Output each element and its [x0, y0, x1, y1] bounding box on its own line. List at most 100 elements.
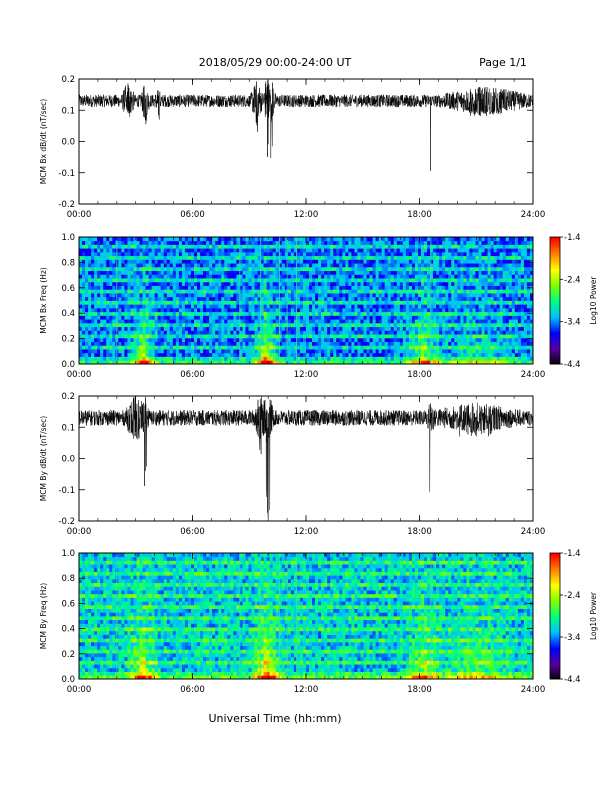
spectrogram-cell	[215, 330, 219, 335]
spectrogram-cell	[436, 304, 440, 309]
spectrogram-cell	[215, 349, 219, 354]
spectrogram-cell	[375, 244, 380, 249]
spectrogram-cell	[339, 278, 343, 283]
spectrogram-cell	[460, 263, 464, 268]
spectrogram-cell	[212, 360, 216, 365]
spectrogram-cell	[424, 293, 428, 298]
spectrogram-cell	[345, 237, 349, 242]
spectrogram-cell	[133, 334, 137, 339]
spectrogram-cell	[448, 270, 452, 275]
spectrogram-cell	[212, 240, 216, 245]
spectrogram-cell	[227, 300, 231, 305]
spectrogram-cell	[387, 307, 392, 313]
spectrogram-cell	[360, 352, 364, 357]
spectrogram-cell	[375, 349, 380, 354]
spectrogram-cell	[206, 311, 210, 316]
spectrogram-cell	[178, 240, 183, 245]
spectrogram-cell	[357, 300, 361, 305]
spectrogram-cell	[172, 289, 177, 294]
spectrogram-cell	[139, 319, 143, 324]
spectrogram-cell	[151, 311, 156, 316]
spectrogram-cell	[357, 289, 361, 294]
spectrogram-cell	[139, 330, 143, 335]
spectrogram-cell	[348, 307, 352, 313]
spectrogram-cell	[272, 263, 277, 268]
spectrogram-cell	[121, 259, 125, 264]
spectrogram-cell	[478, 319, 482, 324]
spectrogram-cell	[499, 296, 504, 301]
spectrogram-cell	[187, 337, 192, 342]
spectrogram-cell	[118, 240, 122, 245]
spectrogram-cell	[133, 307, 137, 313]
spectrogram-cell	[194, 330, 198, 335]
spectrogram-cell	[139, 334, 143, 339]
spectrogram-cell	[187, 352, 192, 357]
spectrogram-cell	[348, 345, 352, 350]
spectrogram-cell	[336, 259, 340, 264]
spectrogram-cell	[169, 330, 174, 335]
spectrogram-cell	[363, 296, 367, 301]
spectrogram-cell	[324, 360, 328, 365]
spectrogram-cell	[481, 315, 485, 320]
spectrogram-cell	[390, 341, 395, 346]
spectrogram-cell	[396, 259, 401, 264]
spectrogram-cell	[351, 251, 355, 257]
spectrogram-cell	[269, 330, 274, 335]
spectrogram-cell	[421, 360, 425, 365]
spectrogram-cell	[299, 281, 304, 286]
spectrogram-cell	[299, 360, 304, 365]
spectrogram-cell	[481, 311, 485, 316]
spectrogram-cell	[245, 345, 249, 350]
spectrogram-cell	[124, 330, 128, 335]
spectrogram-cell	[293, 270, 298, 275]
spectrogram-cell	[475, 296, 479, 301]
spectrogram-cell	[266, 293, 271, 298]
spectrogram-cell	[499, 244, 504, 249]
spectrogram-cell	[203, 330, 207, 335]
spectrogram-cell	[257, 285, 261, 290]
spectrogram-cell	[151, 237, 156, 242]
spectrogram-cell	[466, 270, 470, 275]
spectrogram-cell	[405, 304, 410, 309]
spectrogram-cell	[248, 330, 252, 335]
spectrogram-cell	[145, 289, 150, 294]
spectrogram-cell	[254, 345, 258, 350]
spectrogram-cell	[221, 356, 225, 361]
spectrogram-cell	[133, 255, 137, 260]
spectrogram-cell	[160, 285, 165, 290]
spectrogram-cell	[505, 281, 510, 286]
spectrogram-cell	[402, 237, 407, 242]
spectrogram-cell	[414, 326, 419, 331]
spectrogram-cell	[309, 315, 313, 320]
spectrogram-cell	[245, 300, 249, 305]
spectrogram-cell	[139, 259, 143, 264]
spectrogram-cell	[318, 289, 322, 294]
spectrogram-cell	[433, 266, 437, 272]
spectrogram-cell	[175, 259, 180, 264]
spectrogram-cell	[194, 345, 198, 350]
spectrogram-cell	[408, 300, 413, 305]
spectrogram-cell	[430, 255, 434, 260]
spectrogram-cell	[484, 293, 488, 298]
spectrogram-cell	[487, 270, 492, 275]
spectrogram-cell	[366, 345, 370, 350]
spectrogram-cell	[197, 300, 201, 305]
spectrogram-cell	[127, 259, 131, 264]
spectrogram-cell	[209, 319, 213, 324]
spectrogram-cell	[184, 289, 189, 294]
spectrogram-cell	[278, 296, 283, 301]
spectrogram-cell	[348, 334, 352, 339]
spectrogram-cell	[124, 293, 128, 298]
spectrogram-cell	[481, 337, 485, 342]
spectrogram-cell	[218, 322, 222, 328]
spectrogram-cell	[505, 266, 510, 272]
spectrogram-cell	[351, 274, 355, 279]
spectrogram-cell	[399, 263, 404, 268]
spectrogram-cell	[417, 293, 422, 298]
spectrogram-cell	[272, 307, 277, 313]
spectrogram-cell	[306, 352, 310, 357]
spectrogram-cell	[312, 360, 316, 365]
spectrogram-cell	[181, 281, 186, 286]
spectrogram-cell	[463, 244, 467, 249]
spectrogram-cell	[466, 349, 470, 354]
